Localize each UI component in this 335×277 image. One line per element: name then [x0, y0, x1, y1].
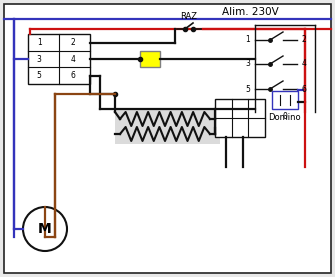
Text: 3: 3 — [245, 60, 250, 68]
Text: 3: 3 — [37, 55, 42, 63]
Bar — [215, 99, 265, 137]
Bar — [272, 91, 298, 109]
Bar — [115, 109, 220, 144]
Text: 6: 6 — [302, 84, 307, 94]
Bar — [28, 34, 90, 84]
Text: 1: 1 — [37, 38, 42, 47]
Text: 6: 6 — [70, 71, 75, 80]
Text: 0: 0 — [282, 112, 287, 121]
Text: Alim. 230V: Alim. 230V — [222, 7, 279, 17]
Text: 2: 2 — [302, 35, 307, 45]
Text: M: M — [38, 222, 52, 236]
Text: 5: 5 — [245, 84, 250, 94]
Text: 1: 1 — [245, 35, 250, 45]
Text: 5: 5 — [37, 71, 42, 80]
Circle shape — [23, 207, 67, 251]
Text: 2: 2 — [70, 38, 75, 47]
Text: 4: 4 — [302, 60, 307, 68]
Bar — [140, 51, 160, 67]
Text: RAZ: RAZ — [181, 12, 198, 21]
Text: Domino: Domino — [268, 114, 300, 122]
Text: 4: 4 — [70, 55, 75, 63]
